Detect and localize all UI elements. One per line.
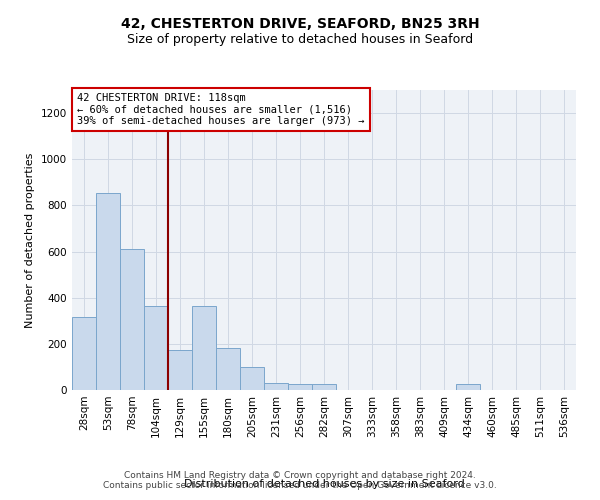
Bar [120, 249, 144, 390]
X-axis label: Distribution of detached houses by size in Seaford: Distribution of detached houses by size … [184, 478, 464, 488]
Bar [288, 384, 312, 390]
Bar [216, 348, 240, 390]
Bar [192, 306, 216, 390]
Bar [144, 306, 168, 390]
Bar [96, 192, 120, 390]
Bar [168, 350, 192, 390]
Text: Contains HM Land Registry data © Crown copyright and database right 2024.
Contai: Contains HM Land Registry data © Crown c… [103, 470, 497, 490]
Text: Size of property relative to detached houses in Seaford: Size of property relative to detached ho… [127, 32, 473, 46]
Bar [264, 383, 288, 390]
Y-axis label: Number of detached properties: Number of detached properties [25, 152, 35, 328]
Text: 42 CHESTERTON DRIVE: 118sqm
← 60% of detached houses are smaller (1,516)
39% of : 42 CHESTERTON DRIVE: 118sqm ← 60% of det… [77, 93, 365, 126]
Bar [72, 318, 96, 390]
Bar [312, 384, 336, 390]
Bar [240, 367, 264, 390]
Text: 42, CHESTERTON DRIVE, SEAFORD, BN25 3RH: 42, CHESTERTON DRIVE, SEAFORD, BN25 3RH [121, 18, 479, 32]
Bar [456, 384, 480, 390]
